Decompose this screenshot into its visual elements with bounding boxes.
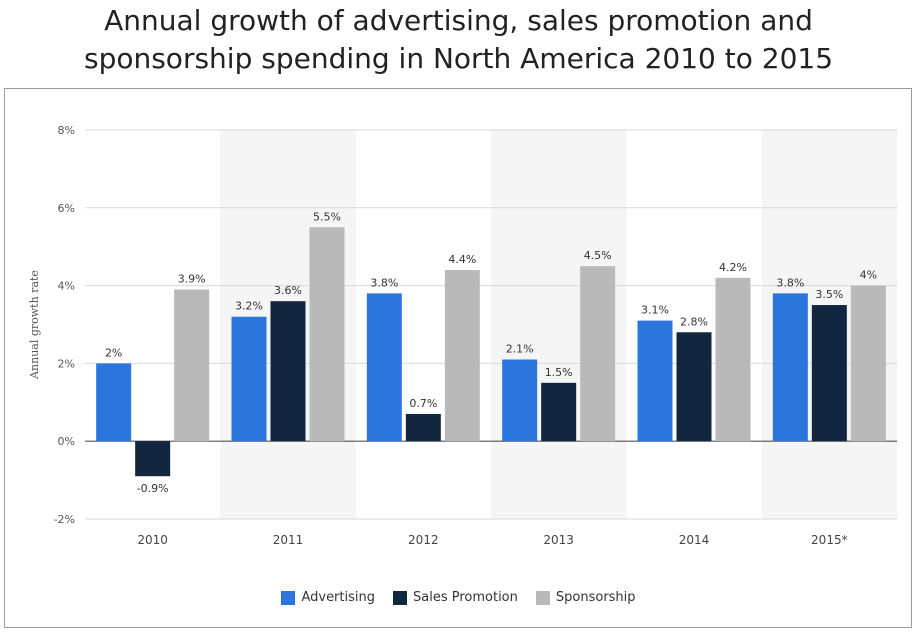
bar-advertising [637,320,673,442]
legend-label: Sponsorship [555,590,636,605]
data-label: 2% [105,346,122,359]
data-label: 3.5% [815,288,843,301]
data-label: 4.4% [448,253,476,266]
bar-advertising [366,293,402,442]
chart-title-line-1: Annual growth of advertising, sales prom… [104,4,813,37]
x-tick-label: 2013 [543,533,574,547]
bar-sponsorship [715,277,751,442]
bar-sales-promotion [541,382,577,442]
x-tick-label: 2011 [273,533,304,547]
x-tick-label: 2010 [137,533,168,547]
data-label: 3.9% [178,272,206,285]
legend-swatch [281,590,296,605]
legend-swatch [393,590,407,605]
y-tick-label: -2% [54,513,75,526]
bar-sponsorship [174,289,210,442]
legend-label: Advertising [301,590,375,605]
data-label: 5.5% [313,210,341,223]
legend-item: Advertising [281,590,375,605]
data-label: 4.5% [584,249,612,262]
x-tick-label: 2015* [811,533,848,547]
data-label: 0.7% [409,397,437,410]
data-label: 3.1% [641,304,669,317]
bar-sales-promotion [405,413,441,442]
bar-sponsorship [580,266,616,442]
x-tick-label: 2012 [408,533,439,547]
chart-legend: Advertising Sales Promotion Sponsorship [0,590,917,605]
chart-title: Annual growth of advertising, sales prom… [0,2,917,78]
chart-title-line-2: sponsorship spending in North America 20… [83,42,834,75]
legend-label: Sales Promotion [413,590,518,605]
y-tick-label: 4% [58,280,75,293]
y-axis-label: Annual growth rate [28,270,41,380]
data-label: 1.5% [545,366,573,379]
y-tick-label: 6% [58,202,75,215]
bar-advertising [502,359,538,442]
legend-item: Sponsorship [535,590,636,605]
y-tick-label: 0% [58,435,75,448]
data-label: 3.8% [370,276,398,289]
bar-sponsorship [850,285,886,442]
bar-advertising [96,363,132,442]
data-label: 3.8% [776,276,804,289]
bar-sales-promotion [135,441,171,477]
bar-sales-promotion [270,301,306,442]
bar-sales-promotion [811,305,847,442]
x-tick-label: 2014 [679,533,710,547]
y-tick-label: 8% [58,124,75,137]
bar-advertising [772,293,808,442]
bar-sales-promotion [676,332,712,442]
data-label: 2.1% [506,343,534,356]
data-label: 4% [860,269,877,282]
data-label: 3.2% [235,300,263,313]
legend-swatch [535,590,550,605]
y-tick-label: 2% [58,357,75,370]
data-label: -0.9% [137,482,169,495]
bar-advertising [231,316,267,442]
bar-sponsorship [444,270,480,442]
data-label: 4.2% [719,261,747,274]
data-label: 3.6% [274,284,302,297]
data-label: 2.8% [680,315,708,328]
bar-sponsorship [309,227,345,442]
legend-item: Sales Promotion [393,590,518,605]
